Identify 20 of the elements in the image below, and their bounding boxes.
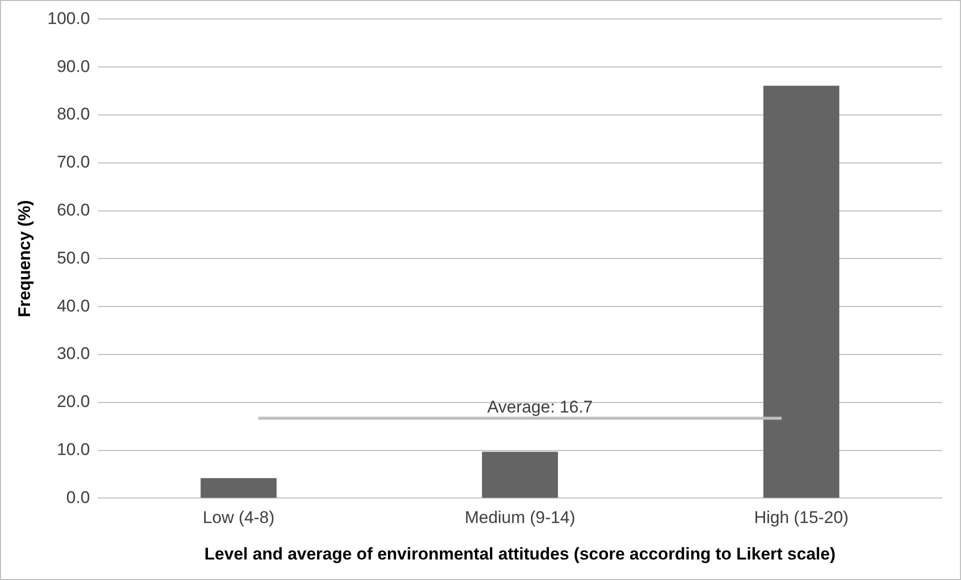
y-tick-label: 0.0 bbox=[66, 488, 90, 507]
y-tick-label: 100.0 bbox=[47, 8, 90, 28]
y-tick-label: 40.0 bbox=[56, 296, 90, 316]
bar bbox=[763, 86, 840, 498]
x-tick-label: Medium (9-14) bbox=[464, 508, 576, 528]
y-tick-label: 30.0 bbox=[56, 344, 90, 364]
bar bbox=[482, 452, 558, 498]
y-tick-label: 20.0 bbox=[56, 392, 90, 412]
ref-line-label: Average: 16.7 bbox=[487, 397, 593, 416]
y-tick-label: 10.0 bbox=[56, 440, 90, 459]
x-tick-label: High (15-20) bbox=[754, 508, 849, 528]
y-tick-label: 80.0 bbox=[56, 104, 90, 124]
y-tick-label: 70.0 bbox=[56, 152, 90, 172]
y-tick-label: 50.0 bbox=[56, 248, 90, 268]
x-tick-label: Low (4-8) bbox=[202, 508, 275, 528]
y-tick-label: 60.0 bbox=[56, 200, 90, 220]
y-axis-title: Frequency (%) bbox=[14, 200, 34, 318]
x-axis-title: Level and average of environmental attitudes (score according to Likert scale) bbox=[204, 544, 836, 564]
bar bbox=[200, 478, 277, 498]
y-tick-label: 90.0 bbox=[56, 56, 90, 76]
